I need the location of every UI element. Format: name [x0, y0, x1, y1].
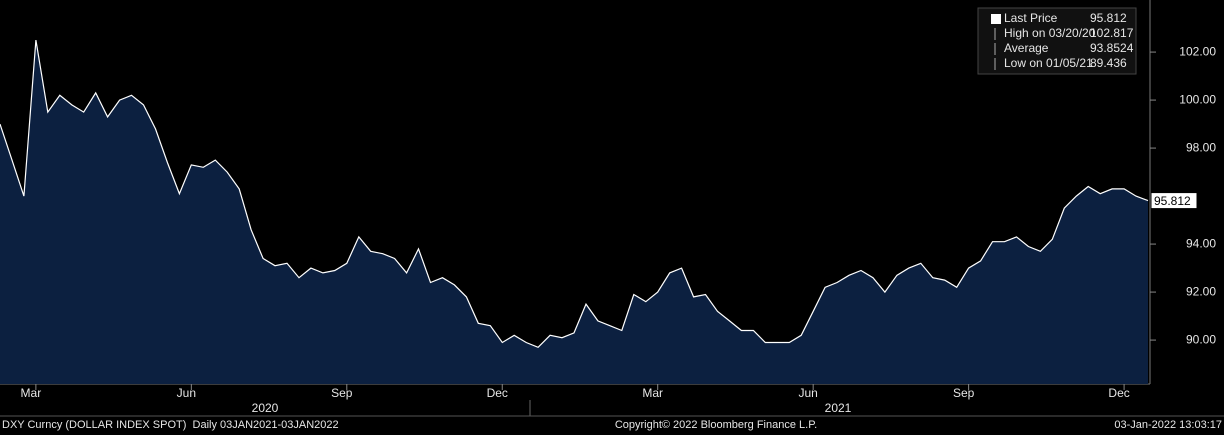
y-tick-label: 94.00 — [1186, 236, 1216, 250]
x-tick-label: Jun — [798, 386, 817, 400]
year-label: 2021 — [825, 401, 852, 415]
x-tick-label: Sep — [331, 386, 353, 400]
x-tick-label: Mar — [642, 386, 663, 400]
footer-center: Copyright© 2022 Bloomberg Finance L.P. — [615, 419, 817, 431]
line — [0, 40, 1149, 349]
year-label: 2020 — [252, 401, 279, 415]
last-price-tag — [1150, 192, 1198, 210]
legend-box — [977, 7, 1137, 75]
legend-name: Last Price — [1004, 11, 1058, 25]
legend-value: 89.436 — [1090, 56, 1127, 70]
last-price-label: 95.812 — [1154, 194, 1191, 208]
legend-name: Average — [1004, 41, 1049, 55]
legend-name: Low on 01/05/21 — [1004, 56, 1093, 70]
footer-left: DXY Curncy (DOLLAR INDEX SPOT) Daily 03J… — [2, 419, 339, 431]
legend-value: 93.8524 — [1090, 41, 1134, 55]
y-tick-label: 90.00 — [1186, 332, 1216, 346]
area — [0, 40, 1148, 384]
x-tick-label: Dec — [1108, 386, 1129, 400]
y-tick-label: 102.00 — [1179, 44, 1216, 58]
y-tick-label: 92.00 — [1186, 284, 1216, 298]
x-tick-label: Sep — [953, 386, 975, 400]
legend-value: 95.812 — [1090, 11, 1127, 25]
x-tick-label: Dec — [487, 386, 508, 400]
footer-right: 03-Jan-2022 13:03:17 — [1114, 419, 1222, 431]
legend-value: 102.817 — [1090, 26, 1134, 40]
x-tick-label: Jun — [177, 386, 196, 400]
y-tick-label: 100.00 — [1179, 92, 1216, 106]
y-tick-label: 98.00 — [1186, 140, 1216, 154]
x-tick-label: Mar — [21, 386, 42, 400]
legend-swatch — [991, 14, 1001, 24]
legend-name: High on 03/20/20 — [1004, 26, 1096, 40]
